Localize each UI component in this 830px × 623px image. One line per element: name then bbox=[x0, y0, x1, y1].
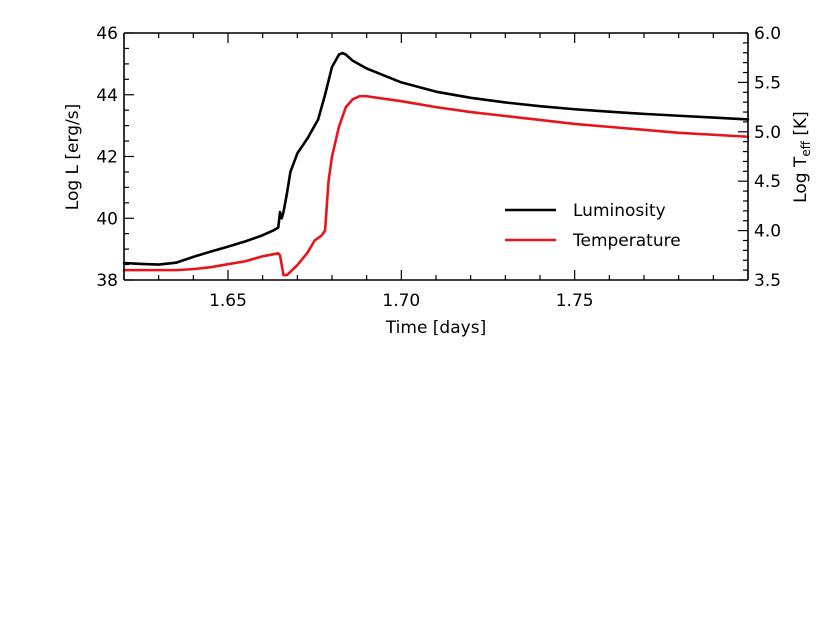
legend-label-temperature: Temperature bbox=[572, 231, 681, 251]
y-left-tick-label: 44 bbox=[96, 86, 118, 106]
y-left-tick-label: 46 bbox=[96, 24, 118, 44]
y-right-tick-label: 6.0 bbox=[754, 24, 781, 44]
legend-label-luminosity: Luminosity bbox=[573, 201, 666, 221]
ticks: 1.65 1.70 1.75 38 40 42 44 46 3.5 4.0 4.5 5.0 5.5 6.0 bbox=[96, 24, 781, 311]
y-left-tick-label: 42 bbox=[96, 148, 118, 168]
y-axis-right-title-unit: [K] bbox=[791, 111, 811, 141]
y-left-tick-label: 38 bbox=[96, 271, 118, 291]
y-axis-left-title: Log L [erg/s] bbox=[63, 104, 83, 210]
series-line-luminosity bbox=[122, 51, 750, 266]
y-right-tick-label: 3.5 bbox=[754, 271, 781, 291]
plot-area bbox=[122, 51, 750, 277]
series-line-temperature bbox=[122, 94, 750, 277]
x-tick-label: 1.75 bbox=[556, 291, 594, 311]
y-axis-right-title-main: Log T bbox=[791, 156, 811, 203]
y-right-tick-label: 4.5 bbox=[754, 172, 781, 192]
y-right-tick-label: 4.0 bbox=[754, 222, 781, 242]
x-tick-label: 1.70 bbox=[382, 291, 420, 311]
y-left-tick-label: 40 bbox=[96, 209, 118, 229]
x-tick-label: 1.65 bbox=[209, 291, 247, 311]
x-axis-title: Time [days] bbox=[385, 318, 486, 338]
legend: Luminosity Temperature bbox=[505, 201, 681, 251]
y-axis-right-title-sub: eff bbox=[799, 140, 813, 156]
y-right-tick-label: 5.5 bbox=[754, 73, 781, 93]
y-axis-right-title: Log Teff [K] bbox=[791, 111, 813, 203]
y-right-tick-label: 5.0 bbox=[754, 123, 781, 143]
